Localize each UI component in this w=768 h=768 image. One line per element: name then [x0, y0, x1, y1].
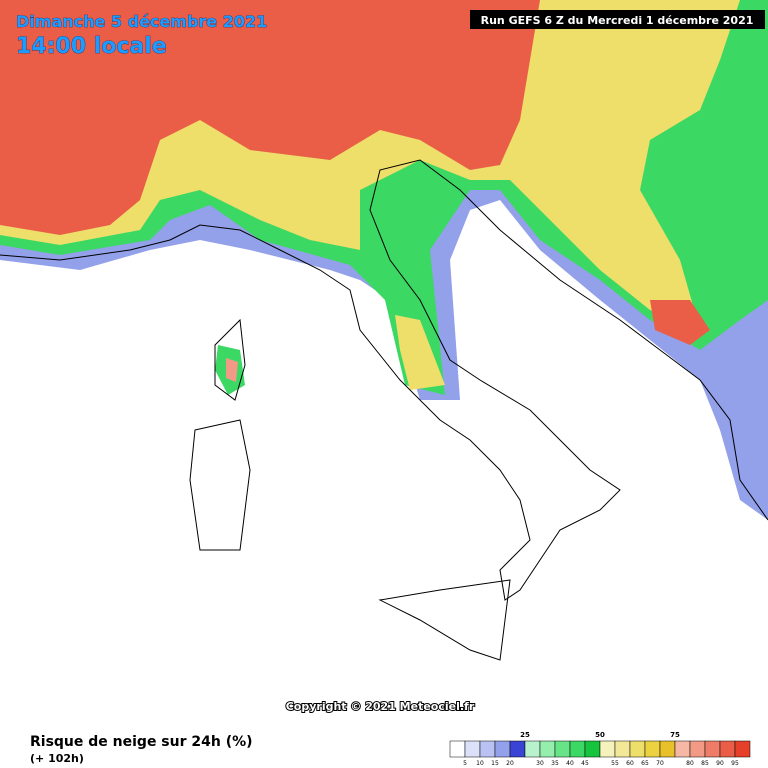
scale-cell — [629, 740, 646, 758]
scale-cell — [689, 740, 706, 758]
scale-major-label: 25 — [520, 731, 530, 739]
scale-minor-label: 40 — [566, 760, 574, 767]
scale-cell — [734, 740, 751, 758]
scale-minor-label: 65 — [641, 760, 649, 767]
scale-minor-label: 70 — [656, 760, 664, 767]
snow-field — [0, 0, 768, 520]
scale-major-label: 50 — [595, 731, 605, 739]
scale-cell — [494, 740, 511, 758]
scale-cell — [674, 740, 691, 758]
coastline — [0, 159, 768, 661]
coastline-italy — [0, 159, 768, 601]
color-scale: 25 50 75 5 10 15 20 30 35 40 45 55 60 65 70 80 85 90 95 — [449, 731, 751, 767]
header-time: 14:00 locale — [16, 34, 167, 59]
scale-minor-label: 80 — [686, 760, 694, 767]
scale-major-label: 75 — [670, 731, 680, 739]
scale-minor-label: 95 — [731, 760, 739, 767]
scale-minor-label: 85 — [701, 760, 709, 767]
scale-minor-label: 45 — [581, 760, 589, 767]
run-info: Run GEFS 6 Z du Mercredi 1 décembre 2021 — [481, 14, 754, 27]
scale-cell — [554, 740, 571, 758]
scale-minor-label: 60 — [626, 760, 634, 767]
scale-cell — [479, 740, 496, 758]
zone-yellow — [395, 315, 445, 390]
scale-cell — [659, 740, 676, 758]
legend-title: Risque de neige sur 24h (%) — [30, 734, 253, 750]
legend-subtitle: (+ 102h) — [30, 752, 84, 765]
scale-cell — [719, 740, 736, 758]
zone-red — [650, 300, 710, 345]
scale-minor-label: 90 — [716, 760, 724, 767]
run-banner — [470, 10, 765, 29]
coastline-sardinia — [189, 419, 251, 551]
scale-minor-label: 30 — [536, 760, 544, 767]
scale-minor-label: 10 — [476, 760, 484, 767]
scale-minor-label: 35 — [551, 760, 559, 767]
scale-cell — [524, 740, 541, 758]
header-date: Dimanche 5 décembre 2021 — [16, 12, 267, 31]
copyright: Copyright © 2021 Meteociel.fr — [286, 700, 475, 713]
coastline-sicily — [378, 579, 511, 661]
scale-cell — [644, 740, 661, 758]
scale-minor-label: 20 — [506, 760, 514, 767]
scale-minor-label: 55 — [611, 760, 619, 767]
coastline-corsica — [214, 318, 246, 401]
scale-cell — [539, 740, 556, 758]
zone-red — [0, 0, 540, 235]
zone-red — [226, 358, 238, 382]
scale-minor-label: 5 — [463, 760, 467, 767]
scale-minor-label: 15 — [491, 760, 499, 767]
scale-cell — [449, 740, 466, 758]
scale-cell — [584, 740, 601, 758]
scale-cell — [599, 740, 616, 758]
scale-cell — [569, 740, 586, 758]
scale-cell — [464, 740, 481, 758]
scale-cell — [704, 740, 721, 758]
scale-cell — [509, 740, 526, 758]
scale-cell — [614, 740, 631, 758]
